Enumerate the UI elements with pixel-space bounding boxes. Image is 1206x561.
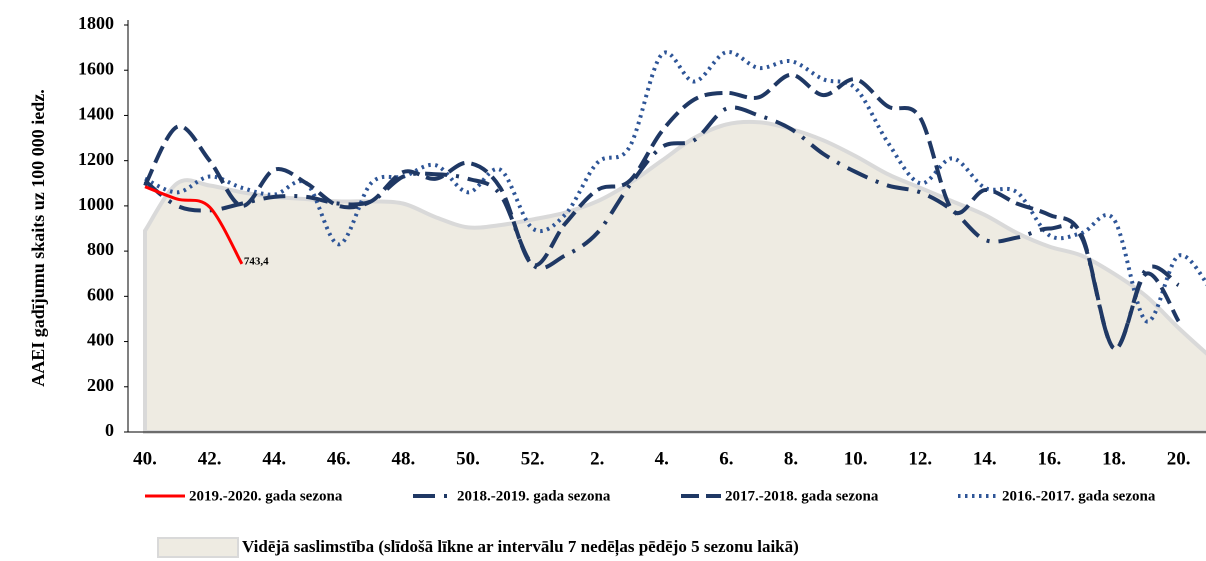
x-tick-label: 2. (590, 448, 604, 469)
x-tick-label: 12. (908, 448, 932, 469)
x-tick-label: 10. (844, 448, 868, 469)
series-line (143, 72, 1181, 351)
legend-label: 2017.-2018. gada sezona (725, 488, 879, 504)
series-line (144, 50, 1206, 324)
x-tick-label: 44. (262, 448, 286, 469)
x-tick-label: 8. (784, 448, 798, 469)
data-label: 743,4 (244, 255, 269, 267)
legend-label: 2018.-2019. gada sezona (457, 488, 611, 504)
x-tick-label: 42. (198, 448, 222, 469)
x-tick-label: 46. (327, 448, 351, 469)
y-tick-label: 1600 (78, 58, 114, 78)
x-tick-label: 6. (719, 448, 733, 469)
y-tick-label: 0 (105, 420, 114, 440)
y-tick-label: 1800 (78, 13, 114, 33)
x-tick-label: 40. (133, 448, 157, 469)
y-axis-title: AAEI gadījumu skaits uz 100 000 iedz. (28, 89, 48, 387)
x-tick-label: 52. (521, 448, 545, 469)
x-tick-label: 14. (973, 448, 997, 469)
legend-label: 2019.-2020. gada sezona (189, 488, 343, 504)
y-tick-label: 800 (87, 239, 114, 259)
x-tick-label: 50. (456, 448, 480, 469)
legend-swatch (157, 537, 239, 558)
x-tick-label: 16. (1038, 448, 1062, 469)
y-tick-label: 1400 (78, 104, 114, 124)
y-tick-label: 600 (87, 284, 114, 304)
y-tick-label: 1200 (78, 149, 114, 169)
y-tick-label: 200 (87, 375, 114, 395)
y-tick-label: 400 (87, 330, 114, 350)
x-tick-label: 48. (392, 448, 416, 469)
x-tick-label: 20. (1167, 448, 1191, 469)
average-area (143, 119, 1206, 434)
series-line (144, 185, 244, 265)
series-line (143, 105, 1180, 351)
x-tick-label: 18. (1102, 448, 1126, 469)
x-tick-label: 4. (655, 448, 669, 469)
legend-label: 2016.-2017. gada sezona (1002, 488, 1156, 504)
legend-label: Vidējā saslimstība (slīdošā līkne ar int… (242, 537, 799, 557)
y-tick-label: 1000 (78, 194, 114, 214)
